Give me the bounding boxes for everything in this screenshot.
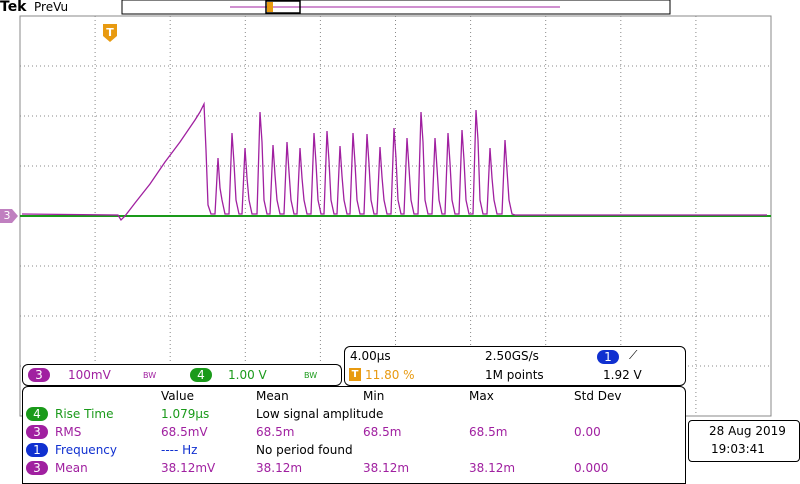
measurement-value: 0.00 (574, 425, 601, 439)
ch3-scale: 100mV (68, 368, 111, 382)
time: 19:03:41 (711, 442, 765, 456)
ch3-badge: 3 (28, 368, 50, 382)
timebase-panel: 4.00µs 2.50GS/s 1 ⟋ T 11.80 % 1M points … (344, 346, 686, 386)
sample-rate: 2.50GS/s (485, 349, 539, 363)
measurement-name: Rise Time (55, 407, 114, 421)
measurement-value: 68.5m (363, 425, 402, 439)
source-badge: 4 (26, 407, 48, 421)
ch4-scale: 1.00 V (228, 368, 267, 382)
trigger-position-icon: T (349, 368, 361, 381)
trigger-slope: ⟋ (629, 348, 638, 362)
trigger-source: 1 (597, 350, 619, 364)
measurement-note: No period found (256, 443, 353, 457)
measurement-value: 0.000 (574, 461, 609, 475)
source-badge: 3 (26, 425, 48, 439)
trigger-marker-label: T (106, 26, 114, 39)
measurement-name: Mean (55, 461, 88, 475)
measurement-value: 38.12m (469, 461, 516, 475)
mode: PreVu (34, 0, 69, 14)
measurement-value: 68.5m (256, 425, 295, 439)
trigger-marker (103, 24, 117, 42)
column-header: Max (469, 389, 494, 403)
measurement-note: Low signal amplitude (256, 407, 384, 421)
ch3-bw: BW (143, 371, 157, 380)
source-badge: 3 (26, 461, 48, 475)
column-header: Min (363, 389, 385, 403)
measurement-value: 38.12mV (161, 461, 216, 475)
measurement-value: ---- Hz (161, 443, 198, 457)
measurement-value: 68.5m (469, 425, 508, 439)
measurement-value: 38.12m (363, 461, 410, 475)
column-header: Value (161, 389, 194, 403)
source-badge: 1 (26, 443, 48, 457)
datetime-panel: 28 Aug 2019 19:03:41 (688, 420, 800, 462)
channel-bar: 3 100mV BW 4 1.00 V BW (22, 364, 342, 386)
time-per-div: 4.00µs (350, 349, 391, 363)
trigger-position: 11.80 % (365, 368, 415, 382)
ch3-trace (21, 101, 767, 222)
record-length: 1M points (485, 368, 544, 382)
column-header: Mean (256, 389, 289, 403)
ch4-badge: 4 (190, 368, 212, 382)
ch4-bw: BW (304, 371, 318, 380)
brand: Tek (0, 0, 27, 15)
measurement-value: 38.12m (256, 461, 303, 475)
trigger-level: 1.92 V (603, 368, 642, 382)
measurement-name: RMS (55, 425, 82, 439)
channel-marker (0, 209, 18, 223)
record-window (265, 0, 301, 14)
column-header: Std Dev (574, 389, 622, 403)
measurement-table: Value Mean Min Max Std Dev 4 Rise Time 1.079µs L… (22, 386, 686, 484)
measurement-value: 1.079µs (161, 407, 210, 421)
measurement-name: Frequency (55, 443, 117, 457)
date: 28 Aug 2019 (709, 424, 786, 438)
measurement-value: 68.5mV (161, 425, 208, 439)
record-trigger (267, 2, 273, 12)
channel-marker-label: 3 (4, 209, 11, 222)
